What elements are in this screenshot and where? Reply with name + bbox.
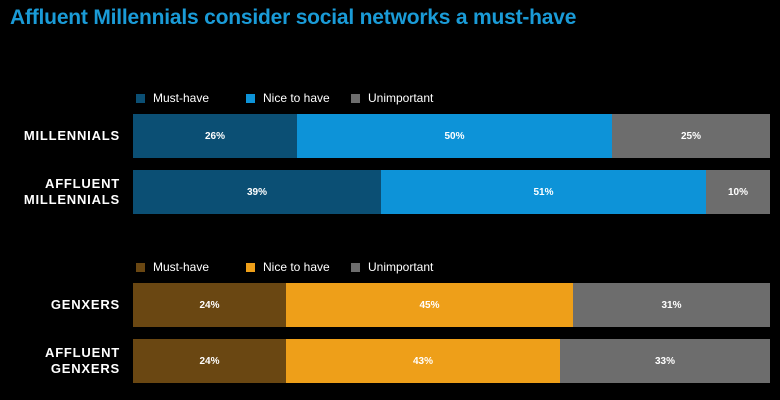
stacked-bar: 39% 51% 10% xyxy=(133,170,770,214)
data-label: 25% xyxy=(680,130,701,142)
data-label: 51% xyxy=(533,186,554,198)
legend-label: Nice to have xyxy=(263,260,330,274)
bar-segment-unimportant: 31% xyxy=(573,283,770,327)
bar-segment-nice-to-have: 43% xyxy=(286,339,560,383)
data-label: 45% xyxy=(419,299,440,311)
category-label-line: GENXERS xyxy=(50,297,120,312)
legend-swatch xyxy=(351,93,360,103)
legend-item-unimportant: Unimportant xyxy=(351,260,433,274)
data-label: 24% xyxy=(199,355,220,367)
data-label: 10% xyxy=(727,186,748,198)
category-label-line: GENXERS xyxy=(50,361,120,376)
legend-item-nice-to-have: Nice to have xyxy=(246,260,330,274)
chart-title: Affluent Millennials consider social net… xyxy=(10,6,577,29)
data-label: 33% xyxy=(654,355,675,367)
category-label: MILLENNIALS xyxy=(2,114,120,158)
legend-label: Must-have xyxy=(153,260,210,274)
data-label: 39% xyxy=(246,186,267,198)
legend-item-unimportant: Unimportant xyxy=(351,91,433,105)
data-label: 24% xyxy=(199,299,220,311)
legend-swatch xyxy=(351,262,360,272)
category-label-line: MILLENNIALS xyxy=(23,128,120,143)
bar-segment-nice-to-have: 51% xyxy=(381,170,706,214)
bar-segment-must-have: 24% xyxy=(133,339,286,383)
category-label: GENXERS xyxy=(2,283,120,327)
data-label: 50% xyxy=(444,130,465,142)
legend-label: Unimportant xyxy=(368,91,434,105)
legend-label: Nice to have xyxy=(263,91,330,105)
legend-swatch xyxy=(246,262,255,272)
bar-segment-must-have: 24% xyxy=(133,283,286,327)
category-label-line: AFFLUENT xyxy=(45,345,120,360)
bar-segment-unimportant: 25% xyxy=(612,114,770,158)
data-label: 43% xyxy=(412,355,433,367)
legend-label: Must-have xyxy=(153,91,210,105)
bar-segment-must-have: 26% xyxy=(133,114,297,158)
legend-item-nice-to-have: Nice to have xyxy=(246,91,330,105)
data-label: 31% xyxy=(661,299,682,311)
legend-item-must-have: Must-have xyxy=(136,260,209,274)
bar-segment-must-have: 39% xyxy=(133,170,381,214)
legend-swatch xyxy=(136,262,145,272)
stacked-bar: 24% 43% 33% xyxy=(133,339,770,383)
category-label-line: MILLENNIALS xyxy=(23,192,120,207)
category-label: AFFLUENT MILLENNIALS xyxy=(2,170,120,214)
stacked-bar: 24% 45% 31% xyxy=(133,283,770,327)
bar-segment-nice-to-have: 45% xyxy=(286,283,573,327)
bar-segment-unimportant: 33% xyxy=(560,339,770,383)
bar-segment-nice-to-have: 50% xyxy=(297,114,612,158)
legend-label: Unimportant xyxy=(368,260,434,274)
legend-swatch xyxy=(246,93,255,103)
bar-segment-unimportant: 10% xyxy=(706,170,770,214)
stacked-bar: 26% 50% 25% xyxy=(133,114,770,158)
data-label: 26% xyxy=(204,130,225,142)
legend-item-must-have: Must-have xyxy=(136,91,209,105)
category-label-line: AFFLUENT xyxy=(45,176,120,191)
category-label: AFFLUENT GENXERS xyxy=(2,339,120,383)
legend-swatch xyxy=(136,93,145,103)
